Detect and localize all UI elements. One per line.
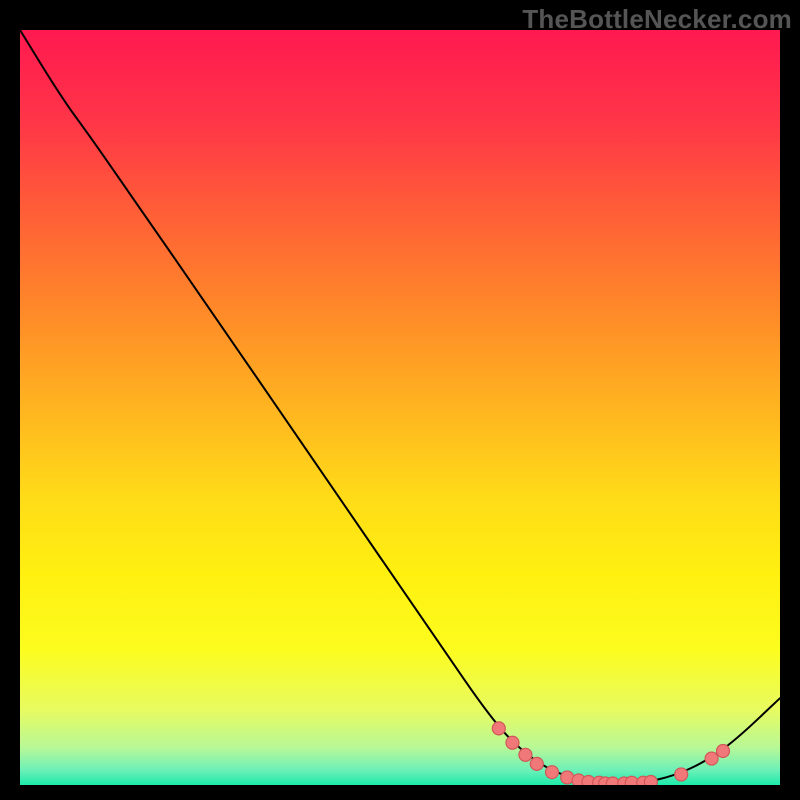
data-marker — [530, 757, 543, 770]
data-marker — [519, 748, 532, 761]
plot-area — [20, 30, 780, 785]
data-marker — [675, 768, 688, 781]
chart-svg — [20, 30, 780, 785]
data-marker — [705, 752, 718, 765]
data-marker — [492, 722, 505, 735]
data-marker — [506, 736, 519, 749]
data-marker — [717, 745, 730, 758]
data-marker — [546, 766, 559, 779]
chart-container: TheBottleNecker.com — [0, 0, 800, 800]
gradient-background — [20, 30, 780, 785]
data-marker — [644, 775, 657, 785]
